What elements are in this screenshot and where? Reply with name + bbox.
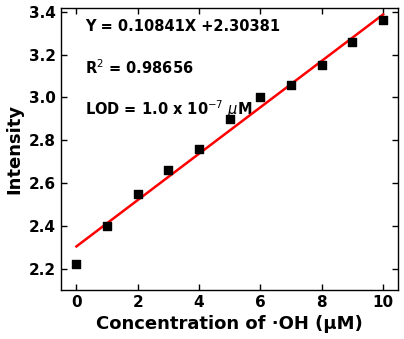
Point <box>227 116 233 122</box>
Point <box>380 18 386 23</box>
Point <box>318 63 325 68</box>
Y-axis label: Intensity: Intensity <box>6 104 23 194</box>
Text: R$^2$ = 0.98656: R$^2$ = 0.98656 <box>85 58 194 77</box>
Point <box>135 191 141 197</box>
Point <box>73 262 80 267</box>
Text: LOD = 1.0 x 10$^{-7}$ $\mu$M: LOD = 1.0 x 10$^{-7}$ $\mu$M <box>85 98 252 120</box>
X-axis label: Concentration of ·OH (μM): Concentration of ·OH (μM) <box>97 316 363 334</box>
Text: Y = 0.10841X +2.30381: Y = 0.10841X +2.30381 <box>85 19 280 34</box>
Point <box>196 146 202 152</box>
Point <box>104 223 110 228</box>
Point <box>257 95 264 100</box>
Point <box>349 39 356 44</box>
Point <box>288 82 295 87</box>
Point <box>165 167 172 173</box>
